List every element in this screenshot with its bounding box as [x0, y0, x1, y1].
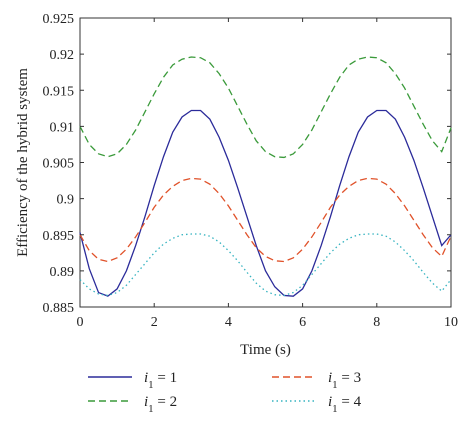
x-axis-ticks: 0 2 4 6 8 10: [77, 18, 458, 330]
series-line-1: [79, 109, 452, 297]
x-axis-label: Time (s): [240, 342, 291, 358]
legend: i1 = 1 i1 = 3i1 = 2 i1 = 4: [88, 370, 362, 415]
y-tick-label: 0.89: [50, 265, 75, 280]
legend-subscript: 1: [332, 403, 338, 415]
series-line-2: [79, 56, 452, 159]
legend-subscript: 1: [148, 403, 154, 415]
y-axis-label: Efficiency of the hybrid system: [15, 68, 31, 257]
plot-area: [79, 17, 452, 308]
x-tick-label: 0: [77, 315, 84, 330]
series-line-4: [79, 233, 452, 297]
legend-label-4: i1 = 4: [328, 394, 362, 415]
x-tick-label: 4: [225, 315, 232, 330]
legend-equals: = 2: [154, 394, 177, 410]
series-line-3: [79, 177, 452, 263]
legend-equals: = 1: [154, 370, 177, 386]
legend-equals: = 4: [338, 394, 362, 410]
legend-var: i: [328, 370, 332, 386]
plot-frame: [79, 17, 452, 308]
legend-label-2: i1 = 2: [144, 394, 177, 415]
y-tick-label: 0.92: [50, 48, 75, 63]
legend-var: i: [144, 394, 148, 410]
x-tick-label: 6: [299, 315, 306, 330]
legend-label-3: i1 = 3: [328, 370, 361, 391]
series-layer: [79, 56, 452, 297]
y-tick-label: 0.895: [43, 229, 75, 244]
y-tick-label: 0.885: [43, 301, 75, 316]
y-tick-label: 0.925: [43, 12, 75, 27]
legend-var: i: [328, 394, 332, 410]
legend-label-1: i1 = 1: [144, 370, 177, 391]
legend-subscript: 1: [332, 379, 338, 391]
legend-subscript: 1: [148, 379, 154, 391]
y-tick-label: 0.915: [43, 84, 75, 99]
y-axis-ticks: 0.885 0.89 0.895 0.9 0.905 0.91 0.915 0.92 0.925: [43, 12, 451, 316]
legend-equals: = 3: [338, 370, 361, 386]
x-tick-label: 10: [444, 315, 458, 330]
x-tick-label: 2: [151, 315, 158, 330]
legend-var: i: [144, 370, 148, 386]
x-tick-label: 8: [373, 315, 380, 330]
y-tick-label: 0.91: [50, 120, 75, 135]
y-tick-label: 0.905: [43, 157, 75, 172]
y-tick-label: 0.9: [57, 193, 75, 208]
